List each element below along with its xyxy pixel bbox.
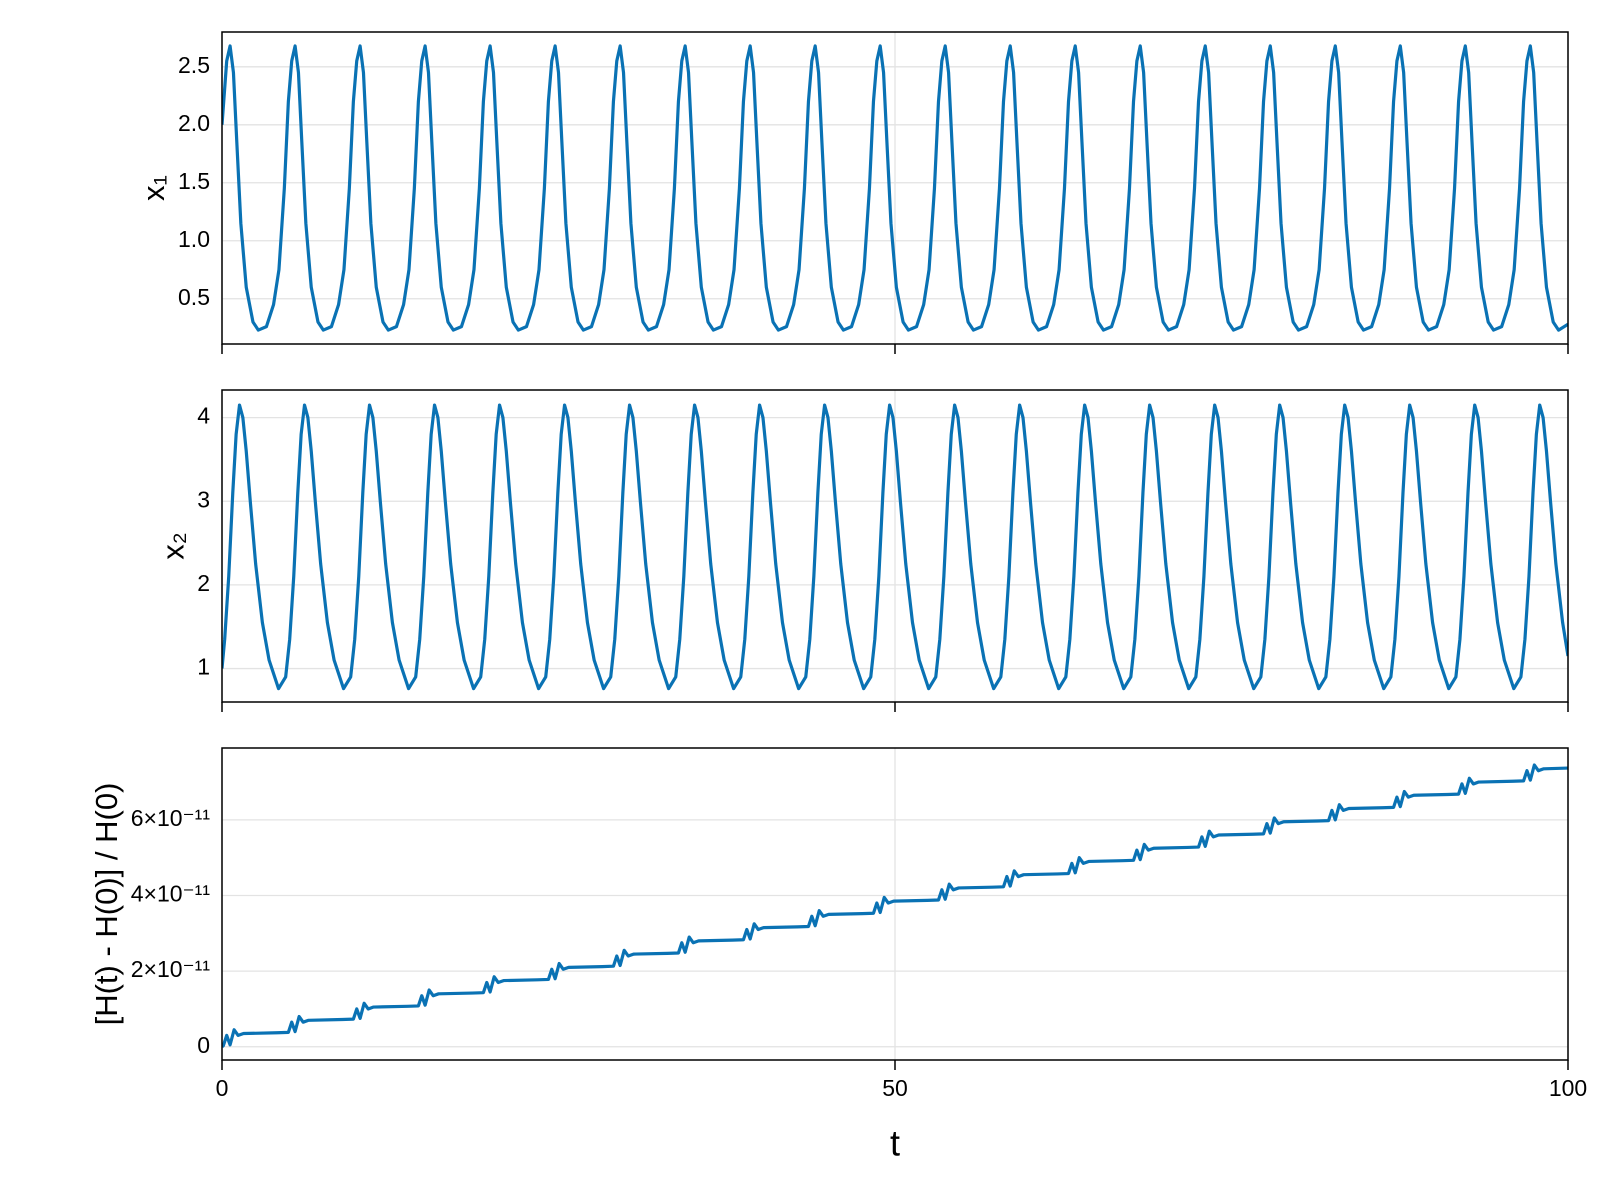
series: [222, 403, 1568, 691]
y-tick-label: 2.0: [178, 110, 210, 136]
plot-frame: [221, 31, 1569, 345]
y-tick-label: 4: [197, 403, 210, 429]
x-axis-label: t: [890, 1123, 900, 1164]
y-tick-label: 1.0: [178, 226, 210, 252]
y-tick-label: 0: [197, 1032, 210, 1058]
y-axis-label: x₁: [136, 175, 171, 201]
data-line: [222, 403, 1568, 691]
panel: 0 2×10⁻¹¹ 4×10⁻¹¹ 6×10⁻¹¹ 0 50 100 [H(t) - H(0)…: [89, 747, 1587, 1164]
panel: 0.5 1.0 1.5 2.0 2.5 x₁: [136, 31, 1569, 354]
x-tick-label: 50: [882, 1075, 908, 1101]
series: [222, 763, 1568, 1048]
series: [222, 44, 1568, 332]
y-tick-label: 0.5: [178, 284, 210, 310]
y-tick-label: 3: [197, 486, 210, 512]
data-line: [222, 763, 1568, 1048]
y-axis-label: [H(t) - H(0)] / H(0): [89, 783, 124, 1026]
y-axis-label: x₂: [155, 532, 190, 560]
x-tick-label: 100: [1549, 1075, 1587, 1101]
plot-frame: [221, 389, 1569, 703]
panel: 1 2 3 4 x₂: [155, 389, 1569, 712]
y-tick-label: 1: [197, 654, 210, 680]
y-tick-label: 2×10⁻¹¹: [131, 956, 211, 982]
data-line: [222, 44, 1568, 332]
plot-frame: [221, 747, 1569, 1061]
y-tick-label: 6×10⁻¹¹: [131, 805, 211, 831]
y-tick-label: 2.5: [178, 52, 210, 78]
y-tick-label: 4×10⁻¹¹: [131, 881, 211, 907]
x-tick-label: 0: [216, 1075, 229, 1101]
y-tick-label: 1.5: [178, 168, 210, 194]
y-tick-label: 2: [197, 570, 210, 596]
